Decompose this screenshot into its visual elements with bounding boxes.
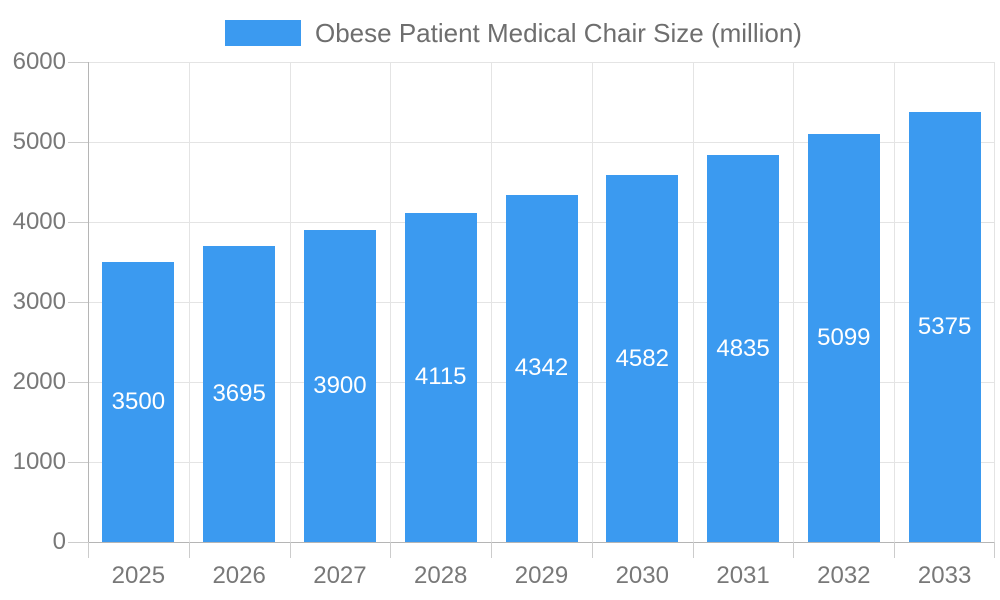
bar-value-label: 3695: [212, 380, 266, 408]
bar-2028[interactable]: [404, 212, 477, 542]
y-axis-tick: [68, 461, 88, 463]
gridline-vertical: [894, 62, 896, 542]
bar-value-label: 5375: [917, 313, 972, 340]
bar-value-label: 4835: [716, 334, 770, 362]
y-axis-tick: [68, 381, 88, 383]
x-axis-tick: [390, 542, 392, 558]
y-axis-tick: [68, 61, 88, 63]
legend-item[interactable]: Obese Patient Medical Chair Size (millio…: [225, 14, 802, 52]
x-axis-label: 2027: [313, 562, 367, 589]
bar-2029[interactable]: [505, 194, 578, 542]
y-axis-tick: [68, 141, 88, 143]
x-axis-line: [88, 541, 995, 543]
y-axis-line: [88, 62, 89, 542]
bar-2027[interactable]: [303, 230, 376, 542]
bar-2030[interactable]: [606, 175, 679, 542]
gridline-vertical: [491, 62, 493, 542]
bar-value-label: 3900: [313, 372, 367, 399]
bar-2026[interactable]: [203, 246, 276, 542]
x-axis-tick: [692, 542, 694, 558]
gridline-vertical: [692, 62, 694, 542]
y-axis-tick: [68, 301, 88, 303]
bar-value-label: 4342: [514, 354, 569, 382]
x-axis-tick: [894, 542, 896, 558]
y-axis-label: 4000: [12, 208, 66, 235]
gridline-vertical: [591, 62, 593, 542]
x-axis-tick: [188, 542, 190, 558]
bar-2033[interactable]: [908, 112, 981, 542]
y-axis-label: 6000: [12, 48, 66, 75]
x-axis-label: 2028: [414, 562, 468, 589]
x-axis-tick: [591, 542, 593, 558]
y-axis-label: 0: [52, 528, 66, 555]
bar-2032[interactable]: [807, 134, 880, 542]
legend-label: Obese Patient Medical Chair Size (millio…: [315, 18, 802, 48]
x-axis-tick: [994, 542, 995, 558]
y-axis-label: 1000: [12, 448, 66, 475]
y-axis-tick: [68, 221, 88, 223]
gridline-horizontal: [88, 141, 995, 143]
x-axis-label: 2026: [212, 562, 266, 589]
gridline-vertical: [188, 62, 190, 542]
y-axis-label: 2000: [12, 368, 66, 395]
y-axis-tick: [68, 541, 88, 543]
bar-value-label: 4582: [615, 344, 669, 372]
legend-swatch-icon: [225, 20, 301, 46]
bar-value-label: 3500: [111, 388, 166, 415]
x-axis-tick: [88, 542, 89, 558]
bar-2025[interactable]: [102, 262, 175, 542]
x-axis-label: 2033: [917, 562, 972, 589]
x-axis-label: 2031: [716, 562, 770, 589]
bar-value-label: 4115: [414, 363, 467, 391]
bar-value-label: 5099: [817, 324, 871, 352]
y-axis-label: 5000: [12, 128, 66, 155]
x-axis-tick: [491, 542, 493, 558]
gridline-vertical: [793, 62, 795, 542]
gridline-vertical: [994, 62, 995, 542]
x-axis-tick: [793, 542, 795, 558]
x-axis-label: 2030: [615, 562, 669, 589]
x-axis-label: 2029: [514, 562, 569, 589]
gridline-vertical: [289, 62, 291, 542]
gridline-vertical: [390, 62, 392, 542]
gridline-horizontal: [88, 61, 995, 63]
bar-2031[interactable]: [707, 155, 780, 542]
x-axis-tick: [289, 542, 291, 558]
plot-area: 0 1000 2000 3000 4000 5000 6000 3500 2025 3695 202…: [13, 48, 995, 589]
x-axis-label: 2025: [111, 562, 166, 589]
y-axis-label: 3000: [12, 288, 66, 315]
x-axis-label: 2032: [817, 562, 871, 589]
